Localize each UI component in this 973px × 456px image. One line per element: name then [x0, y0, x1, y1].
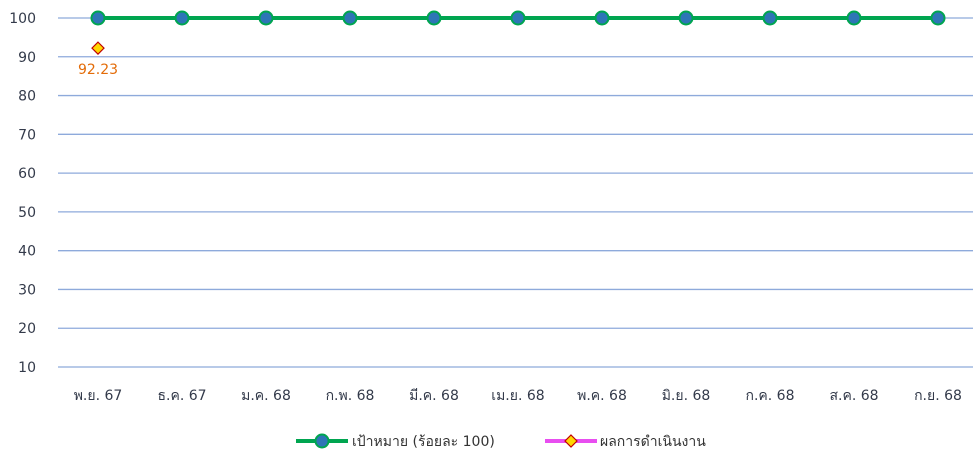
x-tick-label: เม.ย. 68 — [491, 388, 544, 404]
y-tick-label: 10 — [18, 360, 36, 376]
data-point — [678, 10, 694, 26]
series-1 — [90, 10, 946, 26]
data-label: 92.23 — [78, 62, 118, 78]
x-tick-label: ก.ค. 68 — [745, 388, 794, 404]
y-tick-label: 20 — [18, 321, 36, 337]
data-point — [91, 41, 105, 55]
x-tick-label: ส.ค. 68 — [829, 388, 878, 404]
x-tick-label: ก.พ. 68 — [326, 388, 375, 404]
legend-item-1: เป้าหมาย (ร้อยละ 100) — [296, 433, 495, 450]
data-point — [930, 10, 946, 26]
y-tick-label: 100 — [9, 11, 36, 27]
legend-label: เป้าหมาย (ร้อยละ 100) — [352, 434, 495, 450]
data-point — [594, 10, 610, 26]
data-point — [90, 10, 106, 26]
legend-item-2: ผลการดำเนินงาน — [545, 434, 706, 450]
y-tick-label: 60 — [18, 166, 36, 182]
data-point — [510, 10, 526, 26]
y-tick-label: 80 — [18, 89, 36, 105]
grid-lines — [58, 17, 973, 368]
series-layer: 92.23 — [78, 10, 946, 78]
data-point — [846, 10, 862, 26]
x-tick-label: มิ.ย. 68 — [662, 388, 711, 404]
y-tick-label: 50 — [18, 205, 36, 221]
data-point — [426, 10, 442, 26]
x-tick-label: ก.ย. 68 — [914, 388, 962, 404]
data-point — [342, 10, 358, 26]
x-tick-label: ธ.ค. 67 — [157, 388, 206, 404]
x-axis: พ.ย. 67 ธ.ค. 67 ม.ค. 68 ก.พ. 68 มี.ค. 68 เม.ย… — [74, 388, 962, 404]
data-point — [762, 10, 778, 26]
y-tick-label: 90 — [18, 50, 36, 66]
y-tick-label: 30 — [18, 282, 36, 298]
series-2: 92.23 — [78, 41, 118, 78]
x-tick-label: พ.ย. 67 — [74, 388, 123, 404]
legend: เป้าหมาย (ร้อยละ 100) ผลการดำเนินงาน — [296, 433, 706, 450]
legend-label: ผลการดำเนินงาน — [600, 434, 706, 450]
data-point — [174, 10, 190, 26]
y-axis: 10 20 30 40 50 60 70 80 90 100 — [9, 11, 36, 376]
legend-marker — [314, 433, 330, 449]
data-point — [258, 10, 274, 26]
x-tick-label: มี.ค. 68 — [409, 388, 459, 404]
x-tick-label: พ.ค. 68 — [577, 388, 627, 404]
y-tick-label: 40 — [18, 244, 36, 260]
y-tick-label: 70 — [18, 127, 36, 143]
legend-marker — [564, 434, 578, 448]
x-tick-label: ม.ค. 68 — [241, 388, 291, 404]
